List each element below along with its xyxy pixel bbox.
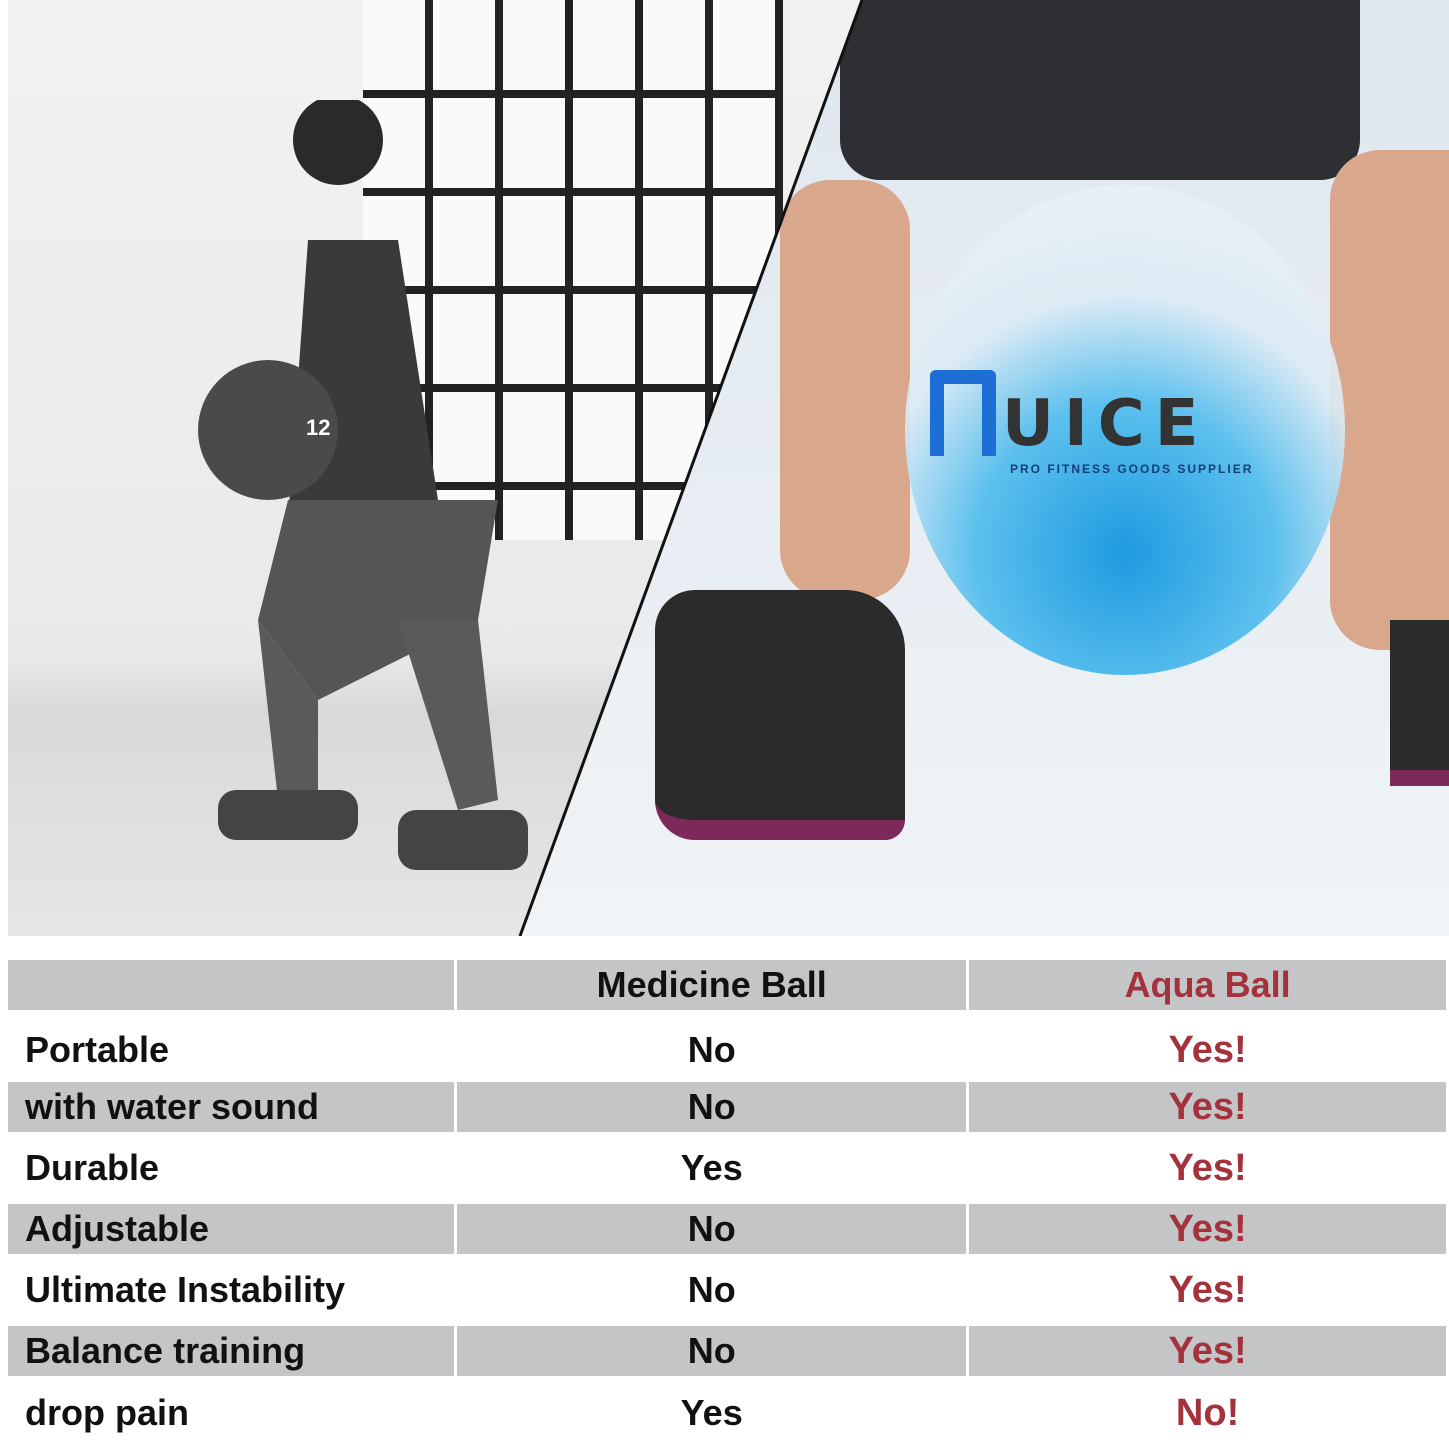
header-feature [8, 960, 455, 1010]
left-shoe [655, 590, 905, 840]
left-leg [780, 180, 910, 600]
medicine-ball-value: Yes [680, 1392, 743, 1433]
feature-label: Portable [25, 1029, 170, 1070]
table-row: drop pain Yes No! [8, 1376, 1446, 1450]
aqua-ball-value: No! [1175, 1391, 1240, 1434]
feature-label: Ultimate Instability [25, 1269, 346, 1310]
header-medicine-ball: Medicine Ball [457, 960, 967, 1010]
right-shoe [1390, 620, 1449, 786]
logo-brand: UICE [1002, 387, 1209, 461]
aqua-ball-value: Yes! [1168, 1028, 1247, 1071]
aqua-ball-value: Yes! [969, 1204, 1446, 1254]
table-row: Adjustable No Yes! [8, 1204, 1446, 1254]
aqua-ball-value: Yes! [969, 1082, 1446, 1132]
comparison-table: Medicine Ball Aqua Ball Portable No Yes!… [5, 960, 1449, 1450]
logo-tagline: PRO FITNESS GOODS SUPPLIER [1010, 462, 1254, 476]
table-row: Portable No Yes! [8, 1018, 1446, 1082]
table-row: Durable Yes Yes! [8, 1132, 1446, 1204]
aqua-ball-value: Yes! [1168, 1146, 1247, 1189]
aqua-ball-value: Yes! [969, 1326, 1446, 1376]
table-row: Ultimate Instability No Yes! [8, 1254, 1446, 1326]
feature-label: Durable [25, 1147, 160, 1188]
woman-squatting-with-medicine-ball: 12 [198, 100, 528, 870]
medicine-ball-value: No [687, 1029, 736, 1070]
aqua-ball-value: Yes! [1168, 1268, 1247, 1311]
table-header-row: Medicine Ball Aqua Ball [8, 960, 1446, 1010]
diagonal-divider [518, 0, 864, 936]
right-leg [1330, 150, 1449, 650]
aqua-ball [905, 185, 1345, 675]
product-photos: 12 UICE PRO FITNESS GOODS SUPPLIER [8, 0, 1449, 936]
table-row: Balance training No Yes! [8, 1326, 1446, 1376]
medicine-ball-value: No [457, 1204, 967, 1254]
header-aqua-ball: Aqua Ball [969, 960, 1446, 1010]
uice-logo: UICE [930, 370, 1208, 456]
feature-label: drop pain [25, 1392, 189, 1433]
medicine-ball-value: No [687, 1269, 736, 1310]
medicine-ball-value: No [457, 1082, 967, 1132]
medicine-ball-value: Yes [680, 1147, 743, 1188]
feature-label: Adjustable [8, 1204, 455, 1254]
logo-mark-icon [930, 370, 996, 456]
shorts [840, 0, 1360, 180]
svg-text:12: 12 [306, 415, 330, 440]
table-row: with water sound No Yes! [8, 1082, 1446, 1132]
feature-label: Balance training [8, 1326, 455, 1376]
medicine-ball-value: No [457, 1326, 967, 1376]
feature-label: with water sound [8, 1082, 455, 1132]
